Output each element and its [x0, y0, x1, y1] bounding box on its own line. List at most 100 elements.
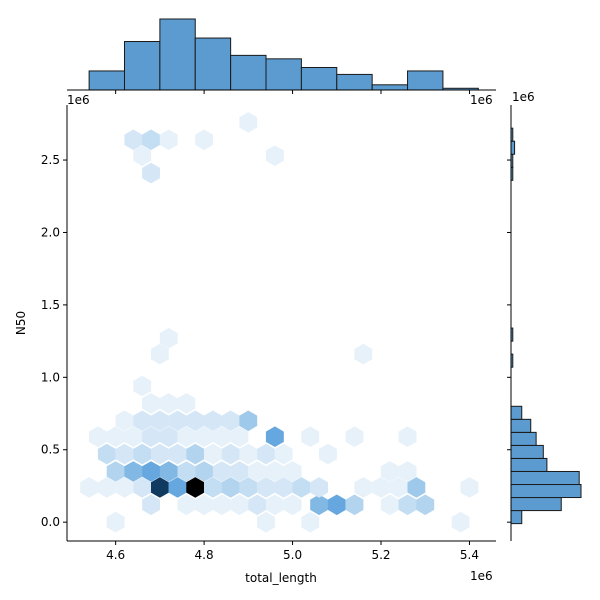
marginal-y-bar — [510, 405, 523, 420]
hexbin-cell — [133, 477, 152, 498]
hexbin-cell — [177, 393, 196, 414]
hexbin-cell — [106, 426, 125, 447]
marginal-x-bar — [230, 54, 267, 91]
hexbin-cell — [177, 461, 196, 482]
hexbin-cell — [151, 443, 169, 465]
x-axis-label: total_length — [245, 571, 317, 585]
hexbin-cell — [124, 426, 143, 447]
hexbin-cell — [89, 426, 107, 447]
hexbin-cell — [195, 494, 213, 516]
hexbin-cell — [292, 477, 311, 498]
hexbin-cell — [106, 511, 125, 533]
hexbin-cell — [142, 162, 160, 184]
hexbin-cell — [257, 477, 275, 498]
hexbin-cell — [248, 461, 267, 482]
marginal-y-bar — [510, 457, 548, 472]
marginal-x-bar — [88, 70, 125, 91]
hexbin-cell — [416, 494, 435, 516]
x-ticks: 4.6 4.8 5.0 5.2 5.4 — [106, 541, 479, 562]
hexbin-cell — [142, 393, 160, 414]
marginal-x-bar — [265, 58, 302, 91]
hexbin-cell — [186, 410, 205, 432]
hexbin-cell — [142, 426, 160, 447]
hexbin-cell — [133, 443, 152, 465]
y-tick-label: 2.0 — [41, 225, 60, 239]
x-tick-label: 5.4 — [460, 548, 479, 562]
hexbin-cell — [212, 494, 231, 516]
y-tick-label: 0.0 — [41, 515, 60, 529]
hexbin-cell — [451, 511, 470, 533]
marginal-x-bar — [371, 84, 409, 91]
marginal-x-ticks — [115, 90, 470, 94]
hexbin-cell — [230, 461, 249, 482]
y-tick-label: 1.0 — [41, 370, 60, 384]
hexbin-cell — [257, 443, 275, 465]
marginal-y-bar — [510, 431, 537, 446]
hexbin-cell — [159, 426, 178, 447]
marginal-x-bar — [300, 66, 338, 91]
hexbin-cell — [407, 477, 426, 498]
hexbin-cell — [301, 426, 320, 447]
y-tick-label: 0.5 — [41, 443, 60, 457]
hexbin-cell — [283, 494, 302, 516]
hexbin-cell — [283, 461, 302, 482]
x-tick-label: 5.2 — [371, 548, 390, 562]
marginal-y-bar — [510, 444, 544, 459]
hexbin-cell — [80, 477, 98, 498]
hexbin-cell — [151, 477, 169, 498]
y-ticks: 0.0 0.5 1.0 1.5 2.0 2.5 — [41, 153, 67, 529]
y-offset-label: 1e6 — [512, 90, 535, 104]
hexbin-cell — [372, 477, 390, 498]
hexbin-cell — [327, 494, 346, 516]
hexbin-cell — [354, 343, 373, 365]
hexbin-cell — [186, 477, 205, 498]
hexbin-cell — [142, 129, 160, 151]
hexbin-cell — [345, 494, 364, 516]
hexbin-cell — [168, 410, 187, 432]
marginal-x-bar — [123, 41, 161, 91]
hexbin-cell — [460, 477, 479, 498]
hexbin-cell — [354, 477, 373, 498]
hexbin-cell — [248, 494, 267, 516]
hexbin-cell — [212, 426, 231, 447]
hexbin-cell — [239, 477, 258, 498]
hexbin-cell — [115, 410, 134, 432]
x-tick-label: 4.6 — [106, 548, 125, 562]
hexbin-cell — [168, 477, 187, 498]
hexbin-cell — [115, 443, 134, 465]
hexbin-cell — [265, 461, 284, 482]
hexbin-cell — [142, 494, 160, 516]
hexbin-cell — [398, 461, 417, 482]
hexbin-cell — [133, 375, 152, 397]
y-tick-label: 1.5 — [41, 298, 60, 312]
hexbin-cell — [265, 494, 284, 516]
marginal-y-bar — [510, 484, 582, 499]
hexbin-cell — [380, 494, 399, 516]
hexbin-cell — [151, 410, 169, 432]
marginal-x-bar — [159, 18, 196, 91]
hexbin-cell — [204, 410, 222, 432]
hexbin-cell — [221, 410, 240, 432]
hexbin-cell — [230, 494, 249, 516]
hexbin-cell — [124, 129, 143, 151]
hexbin-cell — [97, 477, 116, 498]
hexbin-cell — [133, 410, 152, 432]
hexbin-cell — [186, 443, 205, 465]
hexbin-cell — [115, 477, 134, 498]
x-tick-label: 5.0 — [283, 548, 302, 562]
marginal-x-offset-label: 1e6 — [67, 93, 90, 107]
hexbin-cell — [265, 426, 284, 447]
hexbin-cell — [389, 477, 408, 498]
hexbin-cell — [177, 426, 196, 447]
hexbin-cell — [274, 477, 293, 498]
hexbin-cell — [301, 511, 320, 533]
y-tick-label: 2.5 — [41, 153, 60, 167]
hexbin-cell — [142, 461, 160, 482]
marginal-x-histogram — [88, 18, 479, 91]
hexbin-cell — [239, 410, 258, 432]
hexbin-cell — [195, 461, 213, 482]
hexbin-cell — [221, 443, 240, 465]
hexbin-cell — [159, 461, 178, 482]
marginal-y-bar — [510, 510, 523, 525]
